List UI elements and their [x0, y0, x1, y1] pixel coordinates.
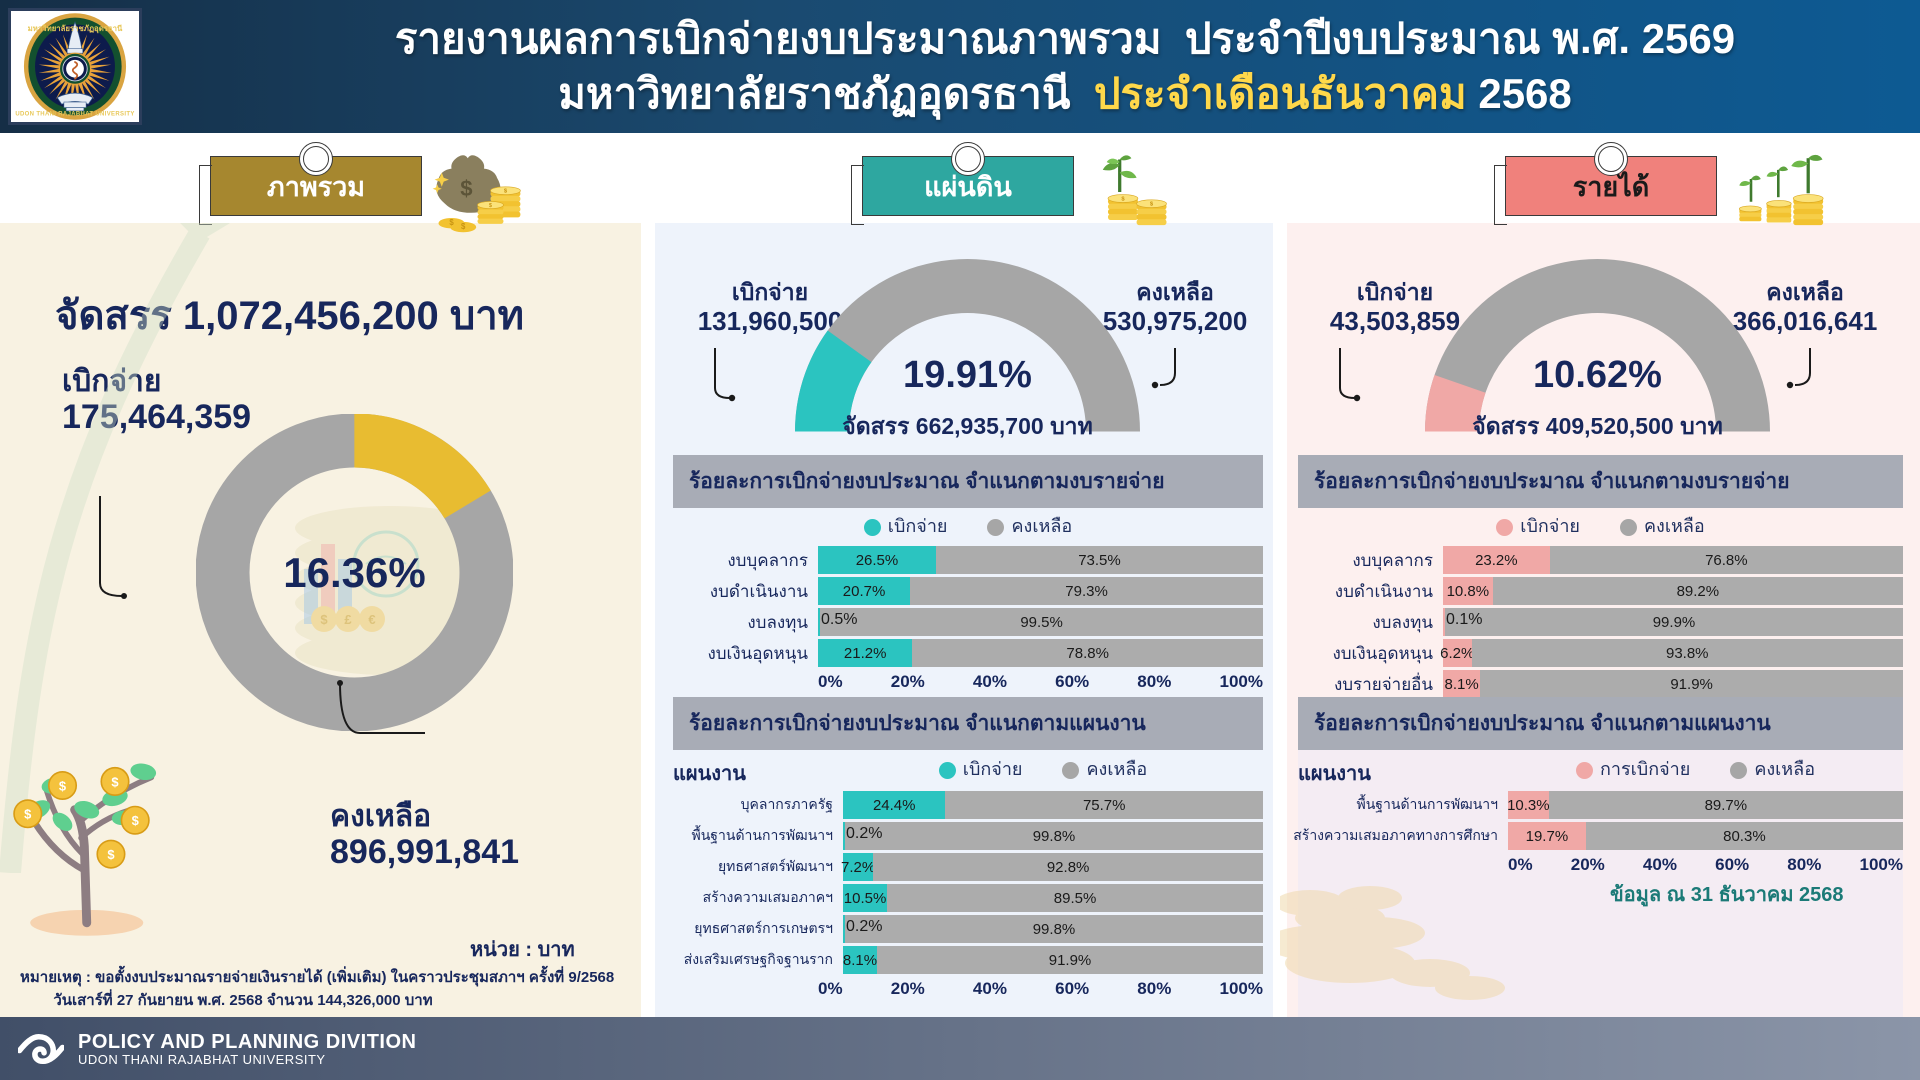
svg-text:มหาวิทยาลัยราชภัฏอุดรธานี: มหาวิทยาลัยราชภัฏอุดรธานี	[28, 24, 123, 34]
svg-text:$: $	[460, 176, 472, 201]
svg-text:$: $	[489, 203, 492, 209]
svg-text:$: $	[132, 813, 139, 828]
svg-text:$: $	[24, 807, 31, 822]
svg-text:$: $	[111, 774, 118, 789]
svg-text:$: $	[59, 778, 66, 793]
svg-text:$: $	[107, 847, 114, 862]
svg-text:UDON THANI RAJABHAT UNIVERSITY: UDON THANI RAJABHAT UNIVERSITY	[15, 111, 134, 117]
